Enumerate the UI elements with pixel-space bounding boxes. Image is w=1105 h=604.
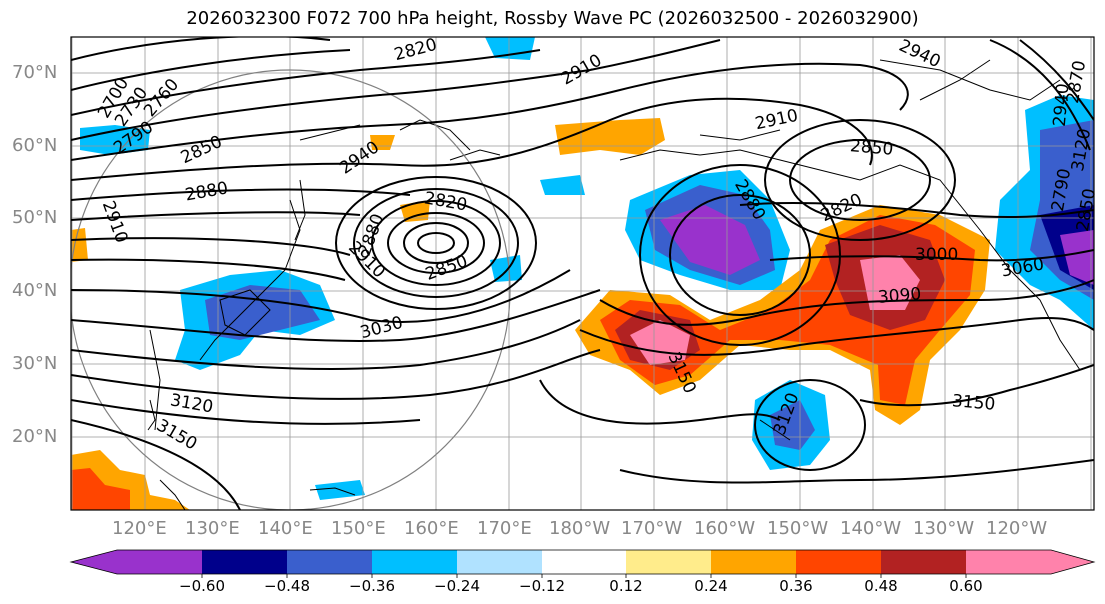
lon-label: 120°E [112,518,167,539]
lon-label: 160°E [404,518,459,539]
colorbar-tick-label: −0.48 [264,577,310,595]
lon-label: 170°E [477,518,532,539]
colorbar-segment [626,550,711,574]
lat-label: 50°N [12,207,58,228]
colorbar-segment [966,550,1051,574]
lon-label: 160°W [694,518,756,539]
colorbar-tick-label: −0.60 [179,577,225,595]
reference-circle [71,69,511,510]
colorbar-tick-label: −0.36 [349,577,395,595]
colorbar-segment [711,550,796,574]
colorbar-extend-right [1051,550,1094,574]
contour-label: 3150 [951,391,997,415]
negative-anomaly-shading [80,37,1094,500]
lon-label: 130°E [185,518,240,539]
colorbar-segment [542,550,626,574]
colorbar-tick-label: 0.36 [779,577,813,595]
colorbar-tick-label: −0.12 [519,577,565,595]
lat-label: 30°N [12,353,58,374]
map-title: 2026032300 F072 700 hPa height, Rossby W… [186,8,919,29]
lat-lon-grid [71,37,1094,510]
contour-label: 2850 [849,136,895,160]
lon-label: 130°W [913,518,975,539]
lon-label: 140°W [840,518,902,539]
lat-label: 20°N [12,426,58,447]
colorbar-tick-label: 0.48 [864,577,898,595]
colorbar-extend-left [71,550,117,574]
colorbar-segment [881,550,966,574]
contour-label: 3090 [877,284,923,308]
colorbar [69,549,1096,578]
colorbar-segment [117,550,202,574]
colorbar-segment [202,550,287,574]
lon-label: 120°W [986,518,1048,539]
colorbar-tick-label: 0.24 [694,577,728,595]
lat-label: 40°N [12,280,58,301]
colorbar-tick-label: 0.60 [949,577,983,595]
colorbar-segment [796,550,881,574]
colorbar-segment [287,550,372,574]
lon-label: 150°E [331,518,386,539]
colorbar-segment [457,550,542,574]
lon-label: 140°E [258,518,313,539]
lon-label: 170°W [621,518,683,539]
colorbar-tick-label: −0.24 [434,577,480,595]
lon-label: 180°W [549,518,611,539]
lat-label: 60°N [12,135,58,156]
height-contours [71,37,1094,510]
contour-label: 3000 [915,245,959,265]
map-frame [70,36,1095,511]
lon-label: 150°W [767,518,829,539]
colorbar-segment [372,550,457,574]
colorbar-tick-label: 0.12 [609,577,643,595]
lat-label: 70°N [12,62,58,83]
